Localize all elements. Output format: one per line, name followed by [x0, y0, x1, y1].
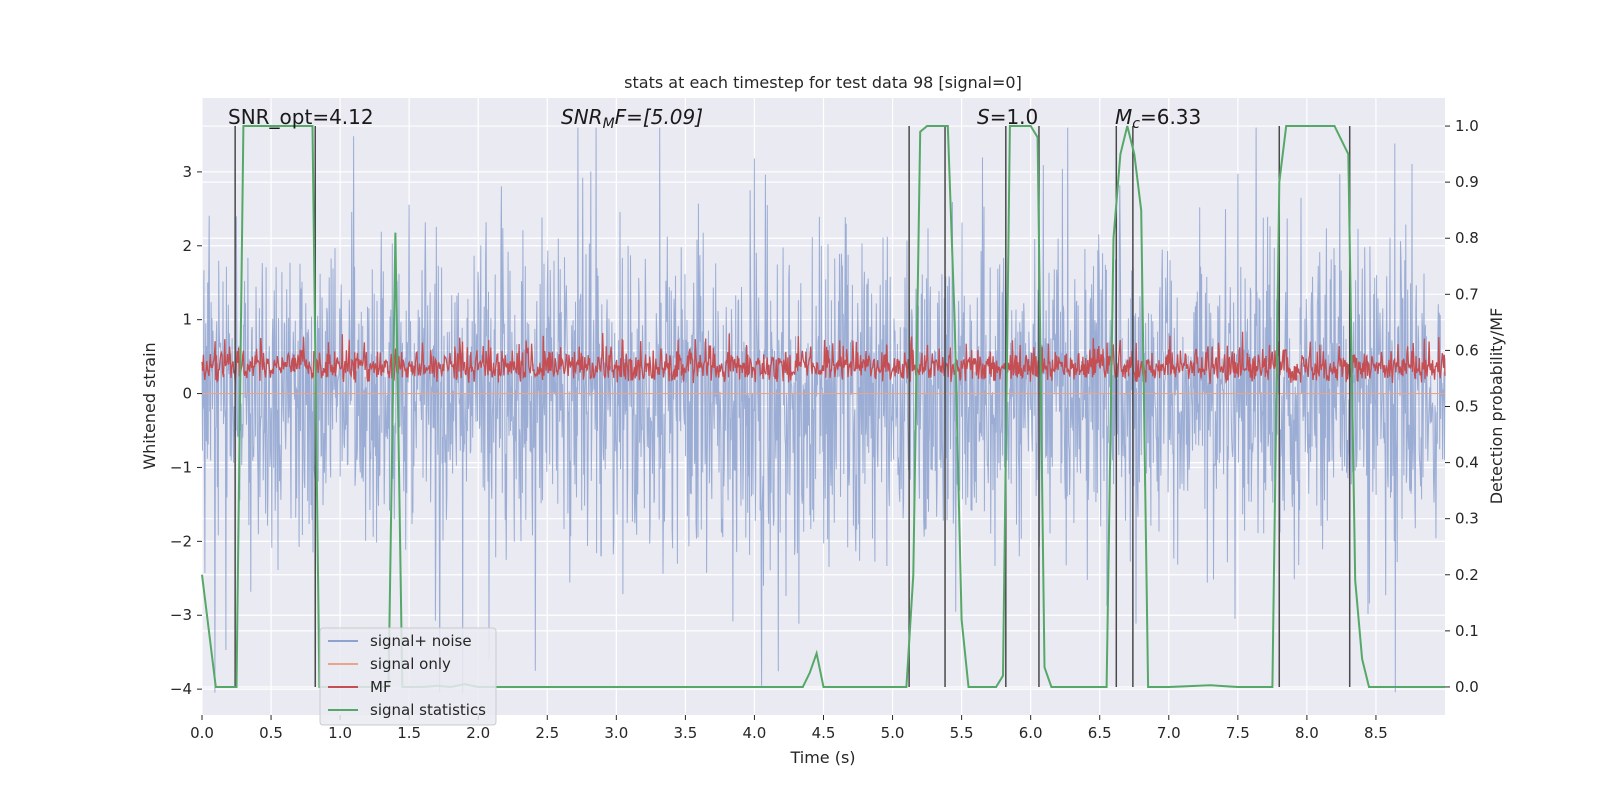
- y-axis-label-left: Whitened strain: [140, 342, 159, 469]
- y-right-tick-label: 0.5: [1455, 398, 1479, 416]
- y-right-tick-labels: 1.0 0.9 0.8 0.7 0.6 0.5 0.4 0.3 0.2 0.1 0.0: [1445, 117, 1479, 696]
- signal-noise-series: [201, 127, 1446, 693]
- y-left-tick-label: −1: [170, 458, 192, 476]
- y-left-tick-label: 2: [182, 237, 192, 255]
- x-tick-labels: 0.0 0.5 1.0 1.5 2.0 2.5 3.0 3.5 4.0 4.5 5.0 5.5 6.0 6…: [190, 715, 1388, 742]
- y-left-tick-label: −2: [170, 532, 192, 550]
- y-left-tick-label: 0: [182, 385, 192, 403]
- x-tick-label: 6.5: [1088, 724, 1112, 742]
- y-left-tick-labels: 3 2 1 0 −1 −2 −3 −4: [170, 163, 202, 698]
- x-tick-label: 8.5: [1364, 724, 1388, 742]
- x-tick-label: 3.0: [604, 724, 628, 742]
- y-right-tick-label: 0.6: [1455, 341, 1479, 359]
- y-right-tick-label: 0.4: [1455, 454, 1479, 472]
- x-tick-label: 0.5: [259, 724, 283, 742]
- y-right-tick-label: 0.0: [1455, 678, 1479, 696]
- y-right-tick-label: 0.8: [1455, 229, 1479, 247]
- x-tick-label: 0.0: [190, 724, 214, 742]
- y-right-tick-label: 0.1: [1455, 622, 1479, 640]
- x-tick-label: 7.5: [1226, 724, 1250, 742]
- legend-label-noise: signal+ noise: [370, 632, 472, 650]
- signal-statistics-line: [201, 125, 1445, 689]
- y-right-tick-label: 0.2: [1455, 566, 1479, 584]
- x-tick-label: 1.0: [328, 724, 352, 742]
- y-right-tick-label: 0.9: [1455, 173, 1479, 191]
- mf-line: [201, 331, 1446, 384]
- x-tick-label: 8.0: [1295, 724, 1319, 742]
- y-right-tick-label: 0.7: [1455, 285, 1479, 303]
- y-axis-label-right: Detection probability/MF: [1487, 308, 1506, 505]
- chart-title: stats at each timestep for test data 98 …: [624, 73, 1022, 92]
- annotation-s: S=1.0: [977, 105, 1038, 129]
- y-left-tick-label: 3: [182, 163, 192, 181]
- x-tick-label: 6.0: [1019, 724, 1043, 742]
- y-left-tick-label: −4: [170, 680, 192, 698]
- mf-series: [201, 331, 1446, 384]
- x-tick-label: 5.5: [950, 724, 974, 742]
- x-tick-label: 3.5: [673, 724, 697, 742]
- y-right-tick-label: 0.3: [1455, 510, 1479, 528]
- legend-box: [319, 627, 497, 726]
- signal-statistics-series: [201, 125, 1445, 689]
- x-tick-label: 7.0: [1157, 724, 1181, 742]
- y-left-tick-label: 1: [182, 311, 192, 329]
- legend-label-stats: signal statistics: [370, 701, 486, 719]
- legend-label-mf: MF: [370, 678, 392, 696]
- x-tick-label: 2.5: [535, 724, 559, 742]
- annotation-snr-opt: SNR_opt=4.12: [228, 105, 374, 129]
- x-tick-label: 4.5: [812, 724, 836, 742]
- y-right-tick-label: 1.0: [1455, 117, 1479, 135]
- y-left-tick-label: −3: [170, 606, 192, 624]
- x-tick-label: 2.0: [466, 724, 490, 742]
- noise-line: [201, 127, 1446, 693]
- legend: signal+ noise signal only MF signal stat…: [319, 627, 497, 726]
- x-axis-label: Time (s): [789, 748, 855, 767]
- annotation-mc: Mc=6.33: [1115, 105, 1201, 132]
- x-tick-label: 1.5: [397, 724, 421, 742]
- legend-label-signal-only: signal only: [370, 655, 451, 673]
- x-tick-label: 4.0: [743, 724, 767, 742]
- x-tick-label: 5.0: [881, 724, 905, 742]
- annotation-snr-mf: SNRMF=[5.09]: [561, 105, 703, 132]
